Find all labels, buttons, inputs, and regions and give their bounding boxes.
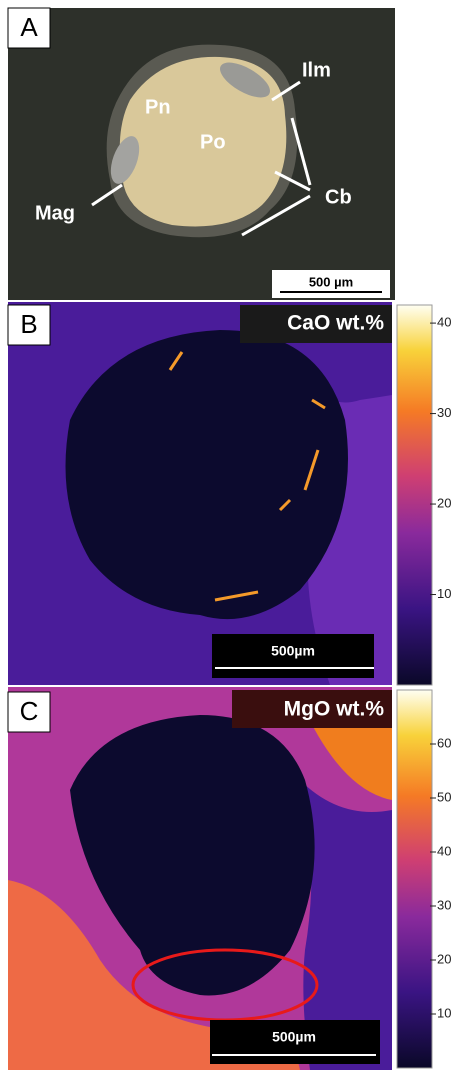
figure: A Ilm Pn Po Mag Cb 500 µm B CaO wt.% 500… [0, 0, 456, 1070]
colorbar-tick-label: 20 [437, 951, 451, 966]
panel-a: A Ilm Pn Po Mag Cb 500 µm [8, 8, 395, 300]
colorbar-tick-label: 10 [437, 586, 451, 601]
scale-bar-label: 500µm [272, 1029, 316, 1045]
colorbar-tick-label: 40 [437, 843, 451, 858]
panel-label: A [20, 12, 38, 42]
colorbar-tick-label: 50 [437, 789, 451, 804]
map-title: CaO wt.% [287, 312, 384, 335]
scale-bar-label: 500 µm [309, 274, 353, 289]
annotation: Pn [145, 96, 171, 118]
colorbar-tick-label: 20 [437, 495, 451, 510]
map-title: MgO wt.% [284, 698, 385, 721]
panel-b: B CaO wt.% 500µm [8, 302, 392, 685]
colorbar [397, 305, 432, 685]
colorbar-tick-label: 10 [437, 1005, 451, 1020]
colorbar-tick-label: 40 [437, 315, 451, 330]
panel-label: B [20, 309, 37, 339]
colorbar-tick-label: 30 [437, 405, 451, 420]
panel-label: C [20, 696, 39, 726]
panel-c: C MgO wt.% 500µm [8, 687, 392, 1070]
colorbar [397, 690, 432, 1068]
annotation: Po [200, 131, 226, 153]
annotation: Mag [35, 202, 75, 224]
colorbar-tick-label: 60 [437, 735, 451, 750]
annotation: Cb [325, 186, 352, 208]
colorbar-tick-label: 30 [437, 897, 451, 912]
annotation: Ilm [302, 59, 331, 81]
grain-region [66, 330, 349, 619]
scale-bar-label: 500µm [271, 643, 315, 659]
